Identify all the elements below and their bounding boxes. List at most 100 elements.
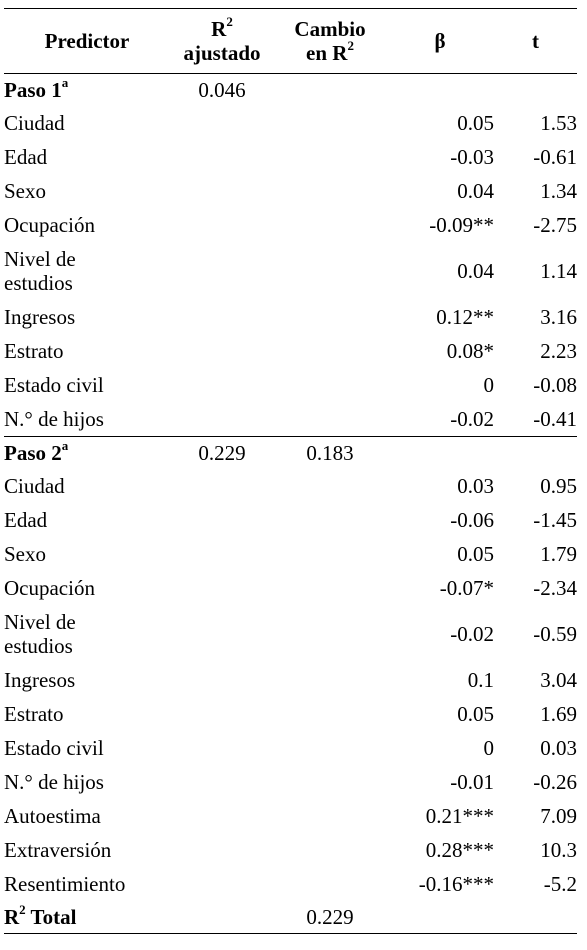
beta-value: -0.01: [450, 770, 494, 794]
beta-value: 0.08*: [446, 339, 494, 363]
header-cambio-r2: Cambio en R2: [274, 8, 386, 74]
beta-value: -0.07*: [439, 576, 494, 600]
table-row: Ingresos 0.12** 3.16: [4, 300, 577, 334]
header-r2-ajustado: R2 ajustado: [170, 8, 274, 74]
t-value: 1.69: [540, 702, 577, 726]
t-value: -5.2: [543, 872, 577, 896]
t-value: 0.03: [540, 736, 577, 760]
header-t: t: [494, 8, 577, 74]
t-value: -0.61: [533, 145, 577, 169]
predictor-name: N.° de hijos: [4, 770, 104, 794]
predictor-name: Resentimiento: [4, 872, 126, 896]
predictor-name: Estado civil: [4, 736, 104, 760]
table-row: Nivel de estudios -0.02 -0.59: [4, 605, 577, 663]
t-value: 3.04: [540, 668, 577, 692]
predictor-name: Edad: [4, 145, 48, 169]
header-beta: β: [386, 8, 494, 74]
total-row: R2 Total 0.229: [4, 901, 577, 934]
table-row: Estado civil 0 -0.08: [4, 368, 577, 402]
t-value: -0.08: [533, 373, 577, 397]
t-value: -0.41: [533, 407, 577, 431]
predictor-name: Extraversión: [4, 838, 112, 862]
t-value: 7.09: [540, 804, 577, 828]
table-row: Sexo 0.04 1.34: [4, 174, 577, 208]
header-predictor: Predictor: [4, 8, 170, 74]
total-cambio: 0.229: [274, 901, 386, 934]
table-row: Ciudad 0.05 1.53: [4, 106, 577, 140]
beta-value: -0.09**: [429, 213, 494, 237]
predictor-name: Estrato: [4, 339, 64, 363]
predictor-name: Sexo: [4, 179, 46, 203]
predictor-name: Ingresos: [4, 668, 76, 692]
beta-value: 0.1: [467, 668, 494, 692]
predictor-name: Edad: [4, 508, 48, 532]
predictor-name: Nivel de estudios: [4, 610, 76, 658]
table-row: Ciudad 0.03 0.95: [4, 469, 577, 503]
table-row: Ingresos 0.1 3.04: [4, 663, 577, 697]
table-row: N.° de hijos -0.01 -0.26: [4, 765, 577, 799]
t-value: 1.53: [540, 111, 577, 135]
table-row: Edad -0.03 -0.61: [4, 140, 577, 174]
t-value: -0.59: [533, 622, 577, 646]
t-value: -2.75: [533, 213, 577, 237]
table-row: Estrato 0.08* 2.23: [4, 334, 577, 368]
predictor-name: Nivel de estudios: [4, 247, 76, 295]
beta-value: 0: [483, 736, 495, 760]
beta-value: 0.03: [457, 474, 494, 498]
beta-value: 0.28***: [425, 838, 494, 862]
table-row: Estrato 0.05 1.69: [4, 697, 577, 731]
table-row: Estado civil 0 0.03: [4, 731, 577, 765]
predictor-name: Estrato: [4, 702, 64, 726]
step-2-row: Paso 2a 0.229 0.183: [4, 436, 577, 469]
beta-value: 0.04: [457, 179, 494, 203]
total-label: R2 Total: [4, 901, 170, 934]
table-row: Ocupación -0.07* -2.34: [4, 571, 577, 605]
predictor-name: Ciudad: [4, 111, 65, 135]
beta-value: -0.02: [450, 622, 494, 646]
t-value: -1.45: [533, 508, 577, 532]
table-row: Ocupación -0.09** -2.75: [4, 208, 577, 242]
t-value: -2.34: [533, 576, 577, 600]
t-value: -0.26: [533, 770, 577, 794]
predictor-name: Ocupación: [4, 576, 95, 600]
t-value: 3.16: [540, 305, 577, 329]
beta-value: -0.06: [450, 508, 494, 532]
beta-value: 0.12**: [436, 305, 494, 329]
step-2-label: Paso 2a: [4, 436, 170, 469]
predictor-name: Ciudad: [4, 474, 65, 498]
beta-value: -0.03: [450, 145, 494, 169]
beta-value: -0.16***: [418, 872, 494, 896]
header-row: Predictor R2 ajustado Cambio en R2 β t: [4, 8, 577, 74]
predictor-name: Estado civil: [4, 373, 104, 397]
t-value: 10.3: [540, 838, 577, 862]
beta-value: -0.02: [450, 407, 494, 431]
table-row: Resentimiento -0.16*** -5.2: [4, 867, 577, 901]
step-2-r2: 0.229: [170, 436, 274, 469]
predictor-name: Ingresos: [4, 305, 76, 329]
table-row: Edad -0.06 -1.45: [4, 503, 577, 537]
table-row: Extraversión 0.28*** 10.3: [4, 833, 577, 867]
step-1-row: Paso 1a 0.046: [4, 74, 577, 107]
beta-value: 0.05: [457, 111, 494, 135]
step-2-cambio: 0.183: [274, 436, 386, 469]
beta-value: 0.05: [457, 542, 494, 566]
regression-table: Predictor R2 ajustado Cambio en R2 β t P…: [4, 8, 577, 934]
t-value: 2.23: [540, 339, 577, 363]
table-row: Autoestima 0.21*** 7.09: [4, 799, 577, 833]
beta-value: 0.05: [457, 702, 494, 726]
t-value: 1.79: [540, 542, 577, 566]
predictor-name: Autoestima: [4, 804, 101, 828]
table-row: N.° de hijos -0.02 -0.41: [4, 402, 577, 437]
table-row: Sexo 0.05 1.79: [4, 537, 577, 571]
beta-value: 0.04: [457, 259, 494, 283]
predictor-name: Ocupación: [4, 213, 95, 237]
table-row: Nivel de estudios 0.04 1.14: [4, 242, 577, 300]
t-value: 1.34: [540, 179, 577, 203]
t-value: 1.14: [540, 259, 577, 283]
predictor-name: Sexo: [4, 542, 46, 566]
predictor-name: N.° de hijos: [4, 407, 104, 431]
t-value: 0.95: [540, 474, 577, 498]
step-1-r2: 0.046: [198, 78, 246, 102]
beta-value: 0.21***: [425, 804, 494, 828]
beta-value: 0: [483, 373, 495, 397]
